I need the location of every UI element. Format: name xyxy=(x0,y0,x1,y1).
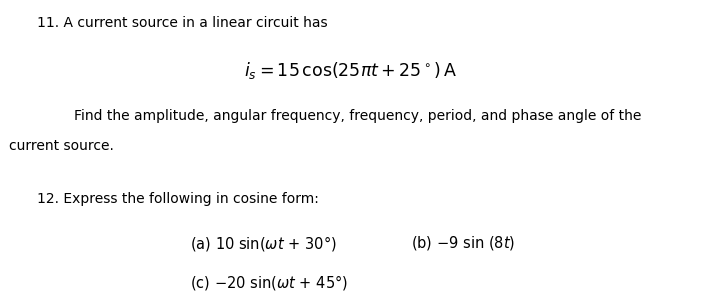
Text: (c) −20 sin($\omega t$ + 45°): (c) −20 sin($\omega t$ + 45°) xyxy=(190,273,347,292)
Text: Find the amplitude, angular frequency, frequency, period, and phase angle of the: Find the amplitude, angular frequency, f… xyxy=(74,109,641,123)
Text: $i_s = 15\,\mathrm{cos}(25\pi t + 25^\circ)\,\mathrm{A}$: $i_s = 15\,\mathrm{cos}(25\pi t + 25^\ci… xyxy=(244,60,458,80)
Text: 12. Express the following in cosine form:: 12. Express the following in cosine form… xyxy=(37,192,319,206)
Text: current source.: current source. xyxy=(9,139,114,153)
Text: (b) −9 sin (8$t$): (b) −9 sin (8$t$) xyxy=(411,234,515,252)
Text: 11. A current source in a linear circuit has: 11. A current source in a linear circuit… xyxy=(37,16,327,30)
Text: (a) 10 sin($\omega t$ + 30°): (a) 10 sin($\omega t$ + 30°) xyxy=(190,234,336,253)
